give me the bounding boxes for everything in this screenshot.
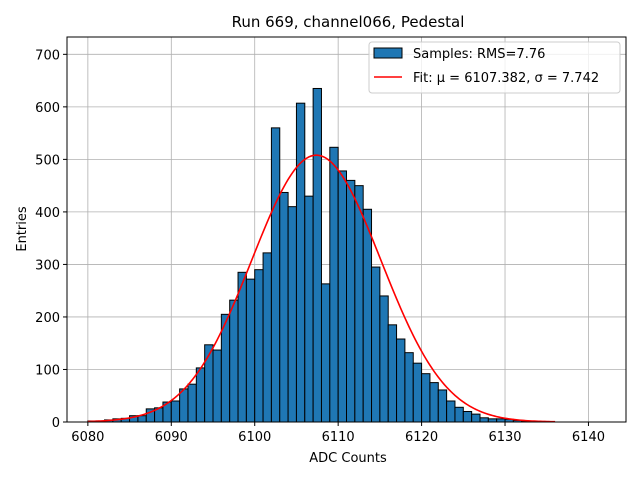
histogram-bar [329, 146, 339, 423]
histogram-bar [462, 410, 473, 423]
y-tick-label: 600 [35, 101, 60, 116]
histogram-bar [371, 266, 381, 423]
histogram-bar [229, 299, 239, 423]
histogram-bar [262, 252, 272, 423]
histogram-bar [387, 324, 398, 423]
histogram-bar [212, 349, 222, 423]
legend-box [368, 41, 621, 94]
y-tick-label: 700 [35, 48, 60, 63]
histogram-bar [270, 127, 281, 423]
histogram-bar [195, 367, 206, 423]
x-tick-label: 6120 [405, 430, 438, 445]
chart-title: Run 669, channel066, Pedestal [232, 13, 465, 31]
x-tick-label: 6080 [71, 430, 104, 445]
legend-fit-prefix: Fit: [413, 71, 437, 86]
histogram-bar [187, 383, 197, 423]
legend-fit-mu: μ = 6107.382 [437, 71, 526, 86]
histogram-bar [346, 179, 356, 423]
x-tick-label: 6110 [322, 430, 355, 445]
histogram-bar [295, 102, 306, 423]
legend-fit-sigma: σ = 7.742 [535, 71, 600, 86]
histogram-bar [320, 283, 331, 423]
histogram-bar [179, 388, 189, 423]
histogram-bar [337, 170, 347, 423]
histogram-bar [446, 400, 456, 423]
y-axis-label: Entries [15, 206, 30, 252]
x-tick-label: 6100 [238, 430, 271, 445]
legend: Samples: RMS=7.76 Fit: μ = 6107.382, σ =… [368, 41, 621, 94]
y-tick-label: 100 [35, 363, 60, 378]
histogram-bar [287, 206, 297, 423]
axis-ticks: 6080 6090 6100 6110 6120 6130 6140 0 100 200 300 40… [35, 48, 605, 445]
y-tick-label: 300 [35, 258, 60, 273]
histogram-bar [404, 352, 414, 423]
histogram-bar [437, 389, 448, 423]
y-tick-label: 200 [35, 311, 60, 326]
histogram-bar [304, 195, 314, 423]
x-tick-label: 6140 [572, 430, 605, 445]
legend-histogram-swatch [373, 47, 403, 59]
histogram-bar [137, 415, 147, 423]
histogram-bar [279, 191, 289, 423]
histogram-bar [454, 406, 464, 423]
histogram-bar [245, 278, 256, 423]
legend-fit-label: Fit: μ = 6107.382, σ = 7.742 [413, 71, 599, 86]
x-tick-label: 6130 [488, 430, 521, 445]
histogram-bar [312, 87, 322, 423]
histogram-bar [254, 269, 264, 423]
legend-histogram-label: Samples: RMS=7.76 [413, 47, 545, 62]
x-tick-label: 6090 [155, 430, 188, 445]
histogram-bar [412, 362, 423, 423]
histogram-bar [170, 400, 181, 423]
fit-curve [87, 154, 556, 423]
histogram-bar [479, 417, 489, 423]
fit-curve-layer [87, 154, 556, 423]
histogram-bar [237, 271, 247, 423]
histogram-bar [362, 208, 373, 423]
histogram-bar [421, 373, 431, 423]
histogram-bar [429, 382, 439, 423]
y-tick-label: 500 [35, 153, 60, 168]
legend-fit-separator: , [526, 71, 534, 86]
x-axis-label: ADC Counts [309, 451, 387, 466]
y-tick-label: 400 [35, 206, 60, 221]
histogram-bar [471, 413, 481, 423]
histogram-bar [354, 185, 364, 423]
histogram-bar [379, 295, 389, 423]
y-tick-label: 0 [52, 416, 60, 431]
plot-frame [66, 36, 627, 423]
histogram-bar [396, 338, 406, 423]
